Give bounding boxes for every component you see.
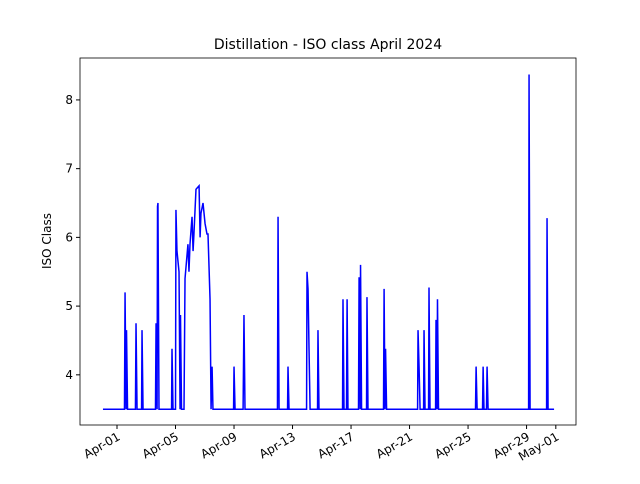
- y-tick-label: 7: [65, 162, 73, 176]
- plot-frame: [79, 57, 577, 426]
- y-tick-label: 8: [65, 93, 73, 107]
- y-tick-label: 4: [65, 368, 73, 382]
- y-tick-label: 6: [65, 230, 73, 244]
- line-series: [102, 74, 555, 410]
- y-tick-label: 5: [65, 299, 73, 313]
- chart-title: Distillation - ISO class April 2024: [214, 37, 442, 53]
- y-axis-label: ISO Class: [40, 213, 54, 269]
